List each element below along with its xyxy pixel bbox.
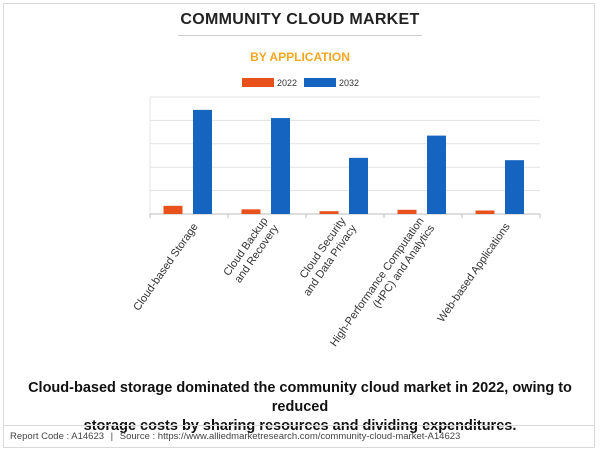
x-tick-label-line: Cloud-based Storage — [131, 221, 200, 313]
x-tick-label: Cloud-based Storage — [131, 221, 200, 313]
legend-label-2032: 2032 — [339, 78, 359, 88]
title-divider — [178, 35, 422, 36]
x-tick-label-line: Web-based Applications — [435, 221, 513, 325]
caption-line-1: Cloud-based storage dominated the commun… — [28, 380, 572, 415]
bar-2022-3 — [397, 209, 417, 214]
chart-caption: Cloud-based storage dominated the commun… — [0, 379, 600, 436]
bar-2032-2 — [349, 157, 368, 214]
x-tick-label: Cloud Securityand Data Privacy — [291, 215, 360, 298]
bar-2022-1 — [241, 209, 261, 214]
legend-swatch-2022 — [242, 78, 274, 87]
x-tick-label: Cloud Backupand Recovery — [221, 215, 281, 286]
bar-chart: 2022 2032 Cloud-based Storage Cloud Backupa… — [131, 78, 541, 349]
caption-line-2: storage costs by sharing resources and d… — [83, 418, 517, 434]
footer-separator: | — [110, 431, 114, 442]
bar-2032-0 — [193, 109, 212, 214]
chart-frame — [3, 3, 595, 448]
bar-2032-3 — [427, 135, 446, 214]
footer: Report Code : A14623 | Source : https://… — [10, 431, 460, 442]
source-link[interactable]: Source : https://www.alliedmarketresearc… — [119, 431, 461, 442]
report-code: Report Code : A14623 — [10, 431, 105, 442]
footer-divider — [3, 425, 595, 426]
chart-subtitle: BY APPLICATION — [250, 50, 350, 64]
bar-2022-0 — [163, 205, 183, 214]
legend-swatch-2032 — [304, 78, 336, 87]
x-tick-label: Web-based Applications — [435, 221, 513, 325]
bar-2032-1 — [271, 118, 290, 214]
bar-2032-4 — [505, 160, 524, 214]
bar-2022-4 — [475, 210, 495, 214]
legend-label-2022: 2022 — [277, 78, 297, 88]
chart-title: COMMUNITY CLOUD MARKET — [180, 11, 420, 28]
bar-2022-2 — [319, 211, 339, 214]
